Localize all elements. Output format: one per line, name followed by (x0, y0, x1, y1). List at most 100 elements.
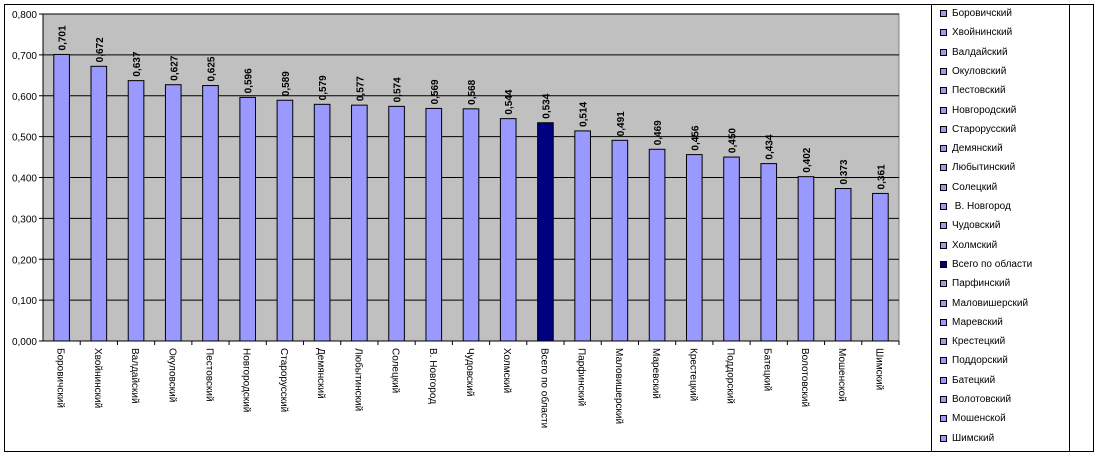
x-tick-label: Валдайский (129, 348, 140, 404)
data-label: 0,637 (132, 51, 143, 76)
bar (90, 65, 108, 342)
legend-item: Чудовский (940, 219, 1001, 233)
legend-swatch (940, 357, 947, 365)
bar (611, 139, 629, 342)
bar (127, 80, 145, 342)
legend-item: Пестовский (940, 84, 1006, 98)
data-label: 0,491 (616, 111, 627, 136)
data-label: 0,625 (206, 56, 217, 81)
legend-swatch (940, 125, 947, 133)
legend-label: Маревский (952, 316, 1003, 328)
bar (164, 84, 182, 342)
legend-item: Шимский (940, 432, 995, 446)
y-tick-label: 0,800 (12, 10, 37, 21)
data-label: 0,469 (653, 120, 664, 145)
legend-swatch (940, 10, 947, 17)
legend-item: Демянский (940, 142, 1003, 156)
bar (834, 188, 852, 342)
legend-item: Любытинский (940, 161, 1016, 175)
data-label: 0,434 (765, 134, 776, 159)
legend-label: Крестецкий (952, 336, 1006, 348)
legend-label: Новгородский (952, 104, 1017, 116)
x-tick-label: Парфинский (576, 348, 588, 406)
legend-label: Пестовский (952, 85, 1006, 97)
x-tick-label: Боровичский (55, 348, 66, 408)
bar (685, 154, 703, 342)
legend-label: Чудовский (952, 220, 1001, 232)
legend-label: Волотовский (952, 394, 1012, 405)
legend-item: Солецкий (940, 181, 997, 195)
legend-label: Старорусский (952, 123, 1017, 135)
legend-swatch (940, 183, 947, 191)
legend-label: Маловишерский (952, 297, 1029, 309)
legend-label: Батецкий (952, 374, 996, 386)
legend-item: Новгородский (940, 104, 1017, 118)
data-label: 0,568 (467, 79, 478, 104)
legend-item: Боровичский (940, 7, 1012, 21)
legend-swatch (940, 222, 947, 230)
legend-item: Старорусский (940, 123, 1017, 137)
data-label: 0,456 (690, 125, 701, 150)
legend-swatch (940, 260, 947, 268)
legend-swatch (940, 106, 947, 114)
x-tick-label: Чудовский (464, 348, 475, 396)
data-label: 0,514 (579, 101, 590, 126)
x-tick-label: Холмский (501, 348, 512, 393)
legend-item: Поддорский (940, 354, 1008, 368)
bar (202, 85, 219, 342)
bar (239, 96, 257, 342)
legend-swatch (940, 280, 947, 288)
bar-chart: 0,000 0,100 0,200 0,300 0,400 0,500 0,600 0,700… (12, 10, 900, 428)
x-tick-label: Батецкий (762, 348, 773, 391)
legend-swatch (940, 318, 947, 326)
x-tick-label: Маловишерский (613, 348, 624, 424)
x-tick-label: Поддорский (725, 348, 736, 404)
y-tick-label: 0,200 (12, 255, 37, 266)
chart-legend: Боровичский Хвойнинский Валдайский Окуловск… (931, 4, 1070, 452)
legend-label: Шимский (952, 432, 995, 444)
y-tick-label: 0,500 (12, 133, 37, 144)
legend-item: Всего по области (940, 258, 1033, 272)
data-label: 0,402 (802, 147, 813, 172)
legend-swatch (940, 415, 947, 423)
x-tick-label: В. Новгород (427, 348, 438, 404)
legend-swatch (940, 87, 947, 95)
bar (276, 99, 294, 342)
legend-label: Хвойнинский (952, 27, 1013, 39)
bar (797, 176, 815, 342)
x-tick-label: Всего по области (538, 348, 550, 428)
x-tick-label: Шимский (873, 348, 884, 390)
y-tick-label: 0,000 (12, 337, 37, 348)
x-tick-label: Новгородский (241, 348, 252, 412)
data-label: 0,701 (58, 25, 69, 50)
legend-label: Любытинский (952, 162, 1016, 174)
legend-label: Всего по области (952, 258, 1033, 270)
legend-swatch (940, 67, 947, 75)
data-label: 0,577 (355, 76, 366, 101)
bar (462, 108, 480, 342)
legend-label: Демянский (952, 143, 1003, 155)
x-tick-label: Крестецкий (687, 348, 698, 401)
bar (872, 192, 889, 342)
data-label: 0,361 (876, 164, 887, 189)
data-label: 0,569 (430, 79, 441, 104)
legend-label: Поддорский (952, 355, 1008, 367)
legend-swatch (940, 396, 947, 403)
legend-item: Маревский (940, 316, 1003, 330)
legend-swatch (940, 376, 947, 384)
x-tick-label: Старорусский (278, 348, 289, 412)
legend-swatch (940, 241, 947, 249)
data-label: 0,574 (393, 77, 404, 102)
x-tick-label: Мошенской (836, 348, 847, 402)
bar (53, 53, 70, 342)
legend-swatch (940, 164, 947, 172)
legend-swatch (940, 145, 947, 153)
x-tick-label: Любытинский (352, 348, 364, 411)
bar (760, 163, 778, 342)
data-label: 0,534 (541, 93, 552, 118)
bar (723, 156, 740, 342)
legend-label: Холмский (952, 239, 998, 251)
legend-label: В. Новгород (952, 201, 1011, 212)
x-tick-label: Маревский (650, 348, 661, 399)
legend-item: Мошенской (940, 412, 1006, 426)
